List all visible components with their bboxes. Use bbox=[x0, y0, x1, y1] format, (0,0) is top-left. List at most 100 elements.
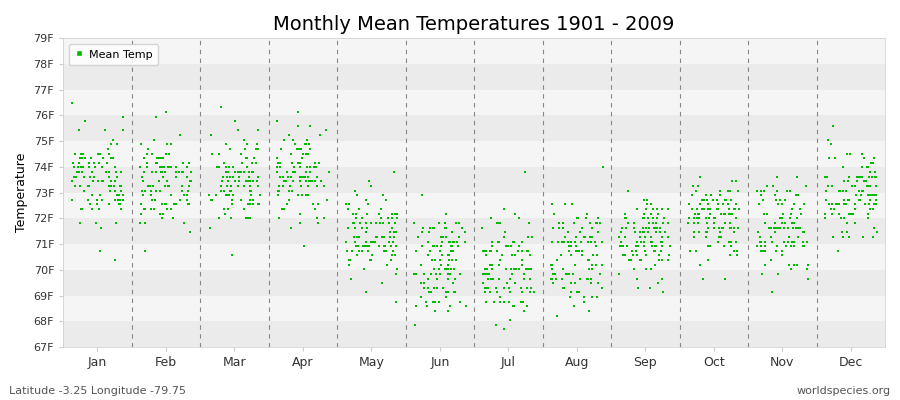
Point bbox=[346, 220, 361, 226]
Point bbox=[158, 183, 172, 189]
Point bbox=[728, 178, 742, 184]
Point bbox=[183, 229, 197, 236]
Point bbox=[426, 243, 440, 249]
Point bbox=[296, 174, 310, 180]
Point bbox=[356, 243, 370, 249]
Point bbox=[706, 197, 720, 203]
Point bbox=[225, 201, 239, 208]
Point bbox=[413, 262, 428, 268]
Point bbox=[287, 164, 302, 171]
Point bbox=[78, 118, 93, 124]
Point bbox=[160, 178, 175, 184]
Point bbox=[182, 201, 196, 208]
Point bbox=[382, 220, 396, 226]
Point bbox=[312, 160, 327, 166]
Point bbox=[271, 160, 285, 166]
Point bbox=[148, 197, 163, 203]
Point bbox=[285, 160, 300, 166]
Point bbox=[346, 220, 361, 226]
Point bbox=[593, 271, 608, 277]
Point bbox=[595, 285, 609, 291]
Point bbox=[204, 197, 219, 203]
Point bbox=[64, 178, 78, 184]
Point bbox=[361, 248, 375, 254]
Point bbox=[443, 238, 457, 245]
Point bbox=[276, 183, 291, 189]
Point bbox=[762, 224, 777, 231]
Point bbox=[482, 289, 497, 296]
Point bbox=[570, 248, 584, 254]
Point bbox=[484, 248, 499, 254]
Point bbox=[251, 174, 266, 180]
Point bbox=[92, 206, 106, 212]
Point bbox=[223, 187, 238, 194]
Point bbox=[711, 206, 725, 212]
Point bbox=[210, 164, 224, 171]
Point bbox=[299, 192, 313, 198]
Point bbox=[482, 262, 497, 268]
Point bbox=[485, 275, 500, 282]
Point bbox=[862, 192, 877, 198]
Point bbox=[775, 220, 789, 226]
Point bbox=[214, 183, 229, 189]
Point bbox=[252, 201, 266, 208]
Point bbox=[797, 229, 812, 236]
Point bbox=[691, 183, 706, 189]
Point bbox=[689, 215, 704, 222]
Point bbox=[720, 187, 734, 194]
Point bbox=[221, 164, 236, 171]
Point bbox=[349, 210, 364, 217]
Point bbox=[767, 224, 781, 231]
Point bbox=[503, 275, 517, 282]
Point bbox=[655, 234, 670, 240]
Point bbox=[788, 224, 803, 231]
Point bbox=[104, 187, 118, 194]
Point bbox=[203, 224, 218, 231]
Point bbox=[575, 252, 590, 259]
Point bbox=[568, 280, 582, 286]
Point bbox=[237, 206, 251, 212]
Point bbox=[835, 229, 850, 236]
Point bbox=[511, 248, 526, 254]
Point bbox=[149, 160, 164, 166]
Point bbox=[445, 229, 459, 236]
Point bbox=[389, 271, 403, 277]
Point bbox=[240, 201, 255, 208]
Point bbox=[651, 210, 665, 217]
Point bbox=[112, 201, 127, 208]
Point bbox=[239, 164, 254, 171]
Point bbox=[754, 248, 769, 254]
Point bbox=[520, 285, 535, 291]
Point bbox=[302, 150, 316, 157]
Point bbox=[568, 262, 582, 268]
Point bbox=[544, 201, 559, 208]
Point bbox=[506, 303, 520, 310]
Point bbox=[220, 192, 234, 198]
Point bbox=[563, 294, 578, 300]
Point bbox=[373, 220, 387, 226]
Point bbox=[75, 155, 89, 161]
Point bbox=[226, 192, 240, 198]
Point bbox=[105, 136, 120, 143]
Point bbox=[379, 248, 393, 254]
Point bbox=[345, 275, 359, 282]
Point bbox=[593, 220, 608, 226]
Bar bbox=[63, 38, 885, 64]
Point bbox=[446, 238, 461, 245]
Point bbox=[376, 248, 391, 254]
Point bbox=[428, 257, 443, 263]
Point bbox=[590, 252, 605, 259]
Point bbox=[177, 220, 192, 226]
Point bbox=[782, 187, 796, 194]
Point bbox=[590, 220, 604, 226]
Point bbox=[238, 155, 253, 161]
Point bbox=[787, 224, 801, 231]
Point bbox=[854, 150, 868, 157]
Point bbox=[161, 150, 176, 157]
Point bbox=[577, 298, 591, 305]
Point bbox=[631, 285, 645, 291]
Point bbox=[691, 210, 706, 217]
Point bbox=[791, 224, 806, 231]
Point bbox=[169, 169, 184, 175]
Point bbox=[652, 229, 667, 236]
